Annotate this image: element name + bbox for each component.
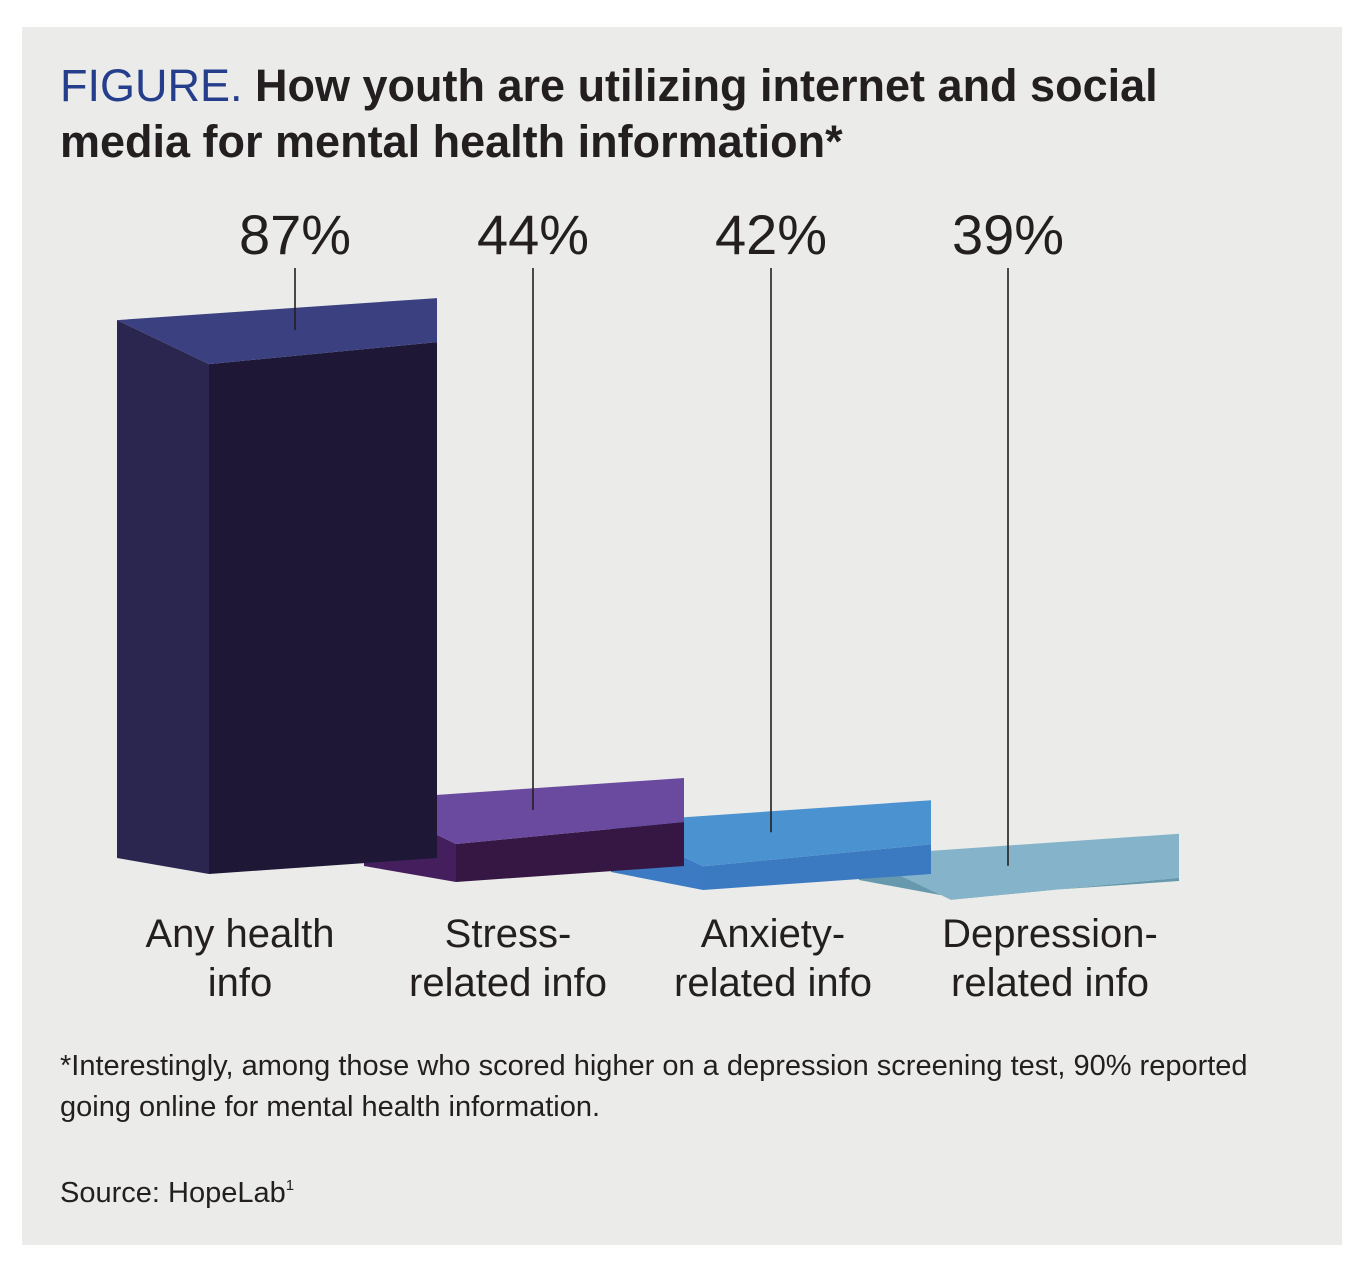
value-label-3: 39% xyxy=(952,203,1064,266)
category-label-2-1: related info xyxy=(674,961,872,1005)
category-label-3-0: Depression- xyxy=(942,912,1158,956)
bar-front-0 xyxy=(209,342,437,875)
bar-side-0 xyxy=(117,320,209,875)
category-label-0-1: info xyxy=(208,961,273,1005)
source-text: Source: HopeLab xyxy=(60,1177,286,1209)
value-label-2: 42% xyxy=(715,203,827,266)
bar-front-2 xyxy=(703,844,931,890)
footnote: *Interestingly, among those who scored h… xyxy=(60,1050,1248,1123)
source-line: Source: HopeLab1 xyxy=(60,1166,294,1213)
figure-title: FIGURE. How youth are utilizing internet… xyxy=(60,58,1260,170)
category-label-2-0: Anxiety- xyxy=(701,912,846,956)
figure-label: FIGURE. xyxy=(60,60,243,111)
bar-chart: 87% Any health info 44% Stress-related info 4… xyxy=(117,203,1179,1005)
bar-top-1 xyxy=(364,777,684,844)
bar-top-3 xyxy=(859,833,1179,900)
bar-front-1 xyxy=(456,821,684,882)
value-label-0: 87% xyxy=(239,203,351,266)
value-label-1: 44% xyxy=(477,203,589,266)
figure-title-text: How youth are utilizing internet and soc… xyxy=(60,60,1158,167)
bar-top-2 xyxy=(611,800,931,867)
category-label-3-1: related info xyxy=(951,961,1149,1005)
source-superscript: 1 xyxy=(285,1177,295,1194)
category-label-1-0: Stress- xyxy=(445,912,572,956)
bar-top-0 xyxy=(117,298,437,365)
category-label-1-1: related info xyxy=(409,961,607,1005)
category-label-0-0: Any health xyxy=(145,912,334,956)
